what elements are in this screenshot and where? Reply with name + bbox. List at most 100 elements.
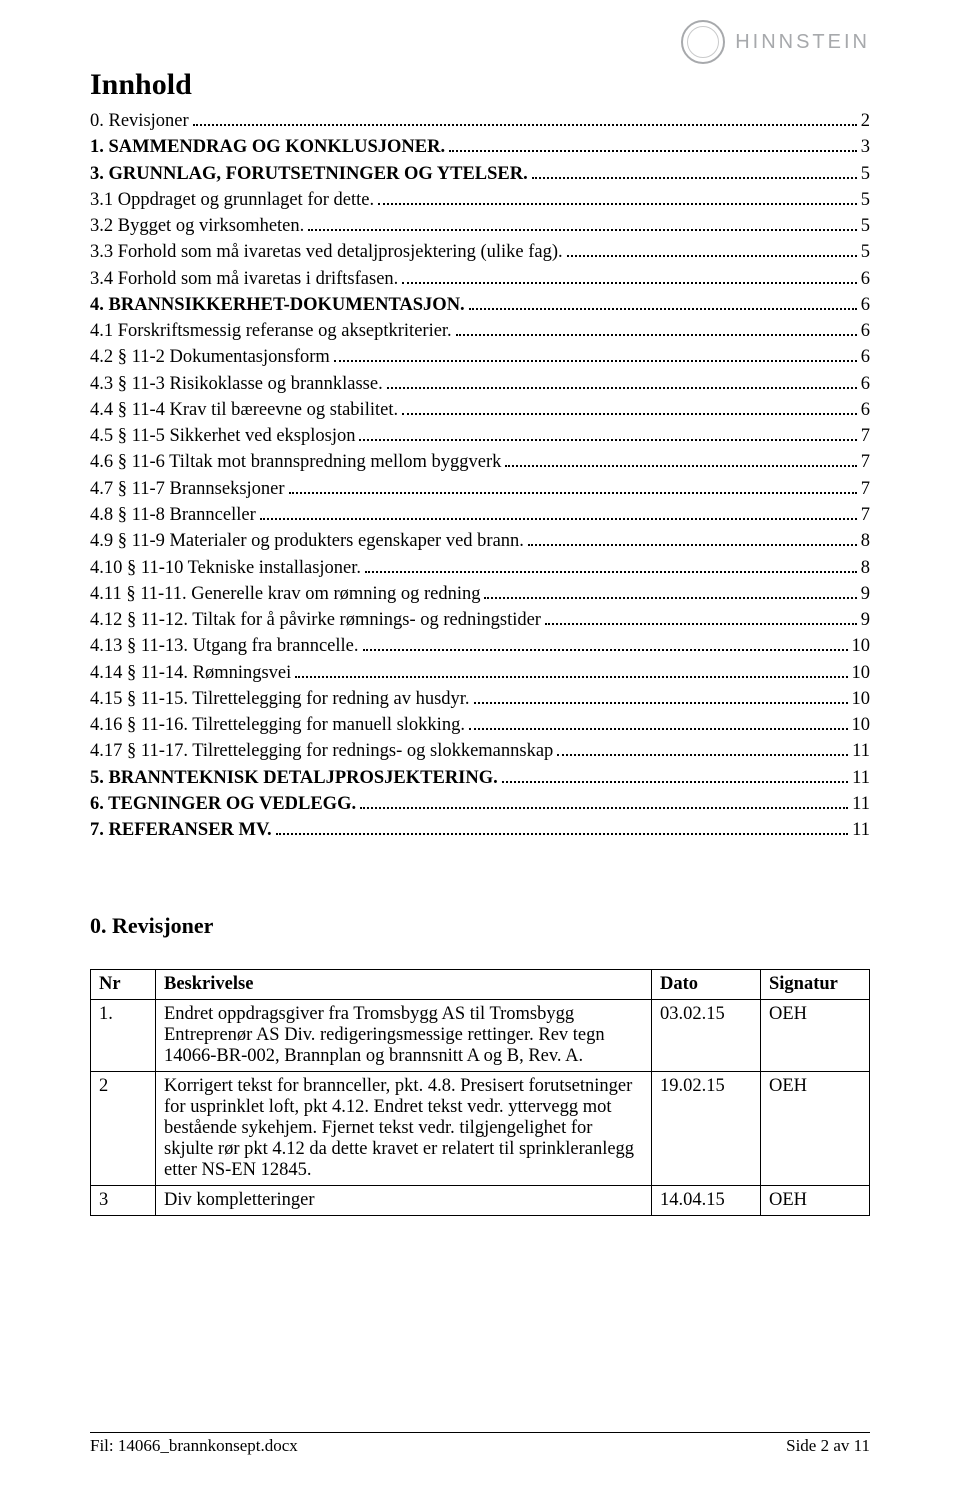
toc-label: 4.5 § 11-5 Sikkerhet ved eksplosjon <box>90 423 355 449</box>
col-sig: Signatur <box>761 970 870 1000</box>
toc-page: 10 <box>852 712 871 738</box>
toc-page: 3 <box>861 134 870 160</box>
toc-label: 4.8 § 11-8 Brannceller <box>90 502 256 528</box>
toc-entry: 4.3 § 11-3 Risikoklasse og brannklasse.6 <box>90 371 870 397</box>
toc-leader-dots <box>402 270 856 284</box>
brand-header: HINNSTEIN <box>681 20 870 64</box>
toc-entry: 3.2 Bygget og virksomheten. 5 <box>90 213 870 239</box>
brand-logo-icon <box>681 20 725 64</box>
toc-entry: 1. SAMMENDRAG OG KONKLUSJONER.3 <box>90 134 870 160</box>
toc-entry: 4.5 § 11-5 Sikkerhet ved eksplosjon 7 <box>90 423 870 449</box>
toc-entry: 4.6 § 11-6 Tiltak mot brannspredning mel… <box>90 449 870 475</box>
cell-nr: 3 <box>91 1186 156 1216</box>
toc-page: 6 <box>861 292 870 318</box>
toc-entry: 6. TEGNINGER OG VEDLEGG. 11 <box>90 791 870 817</box>
toc-entry: 3.3 Forhold som må ivaretas ved detaljpr… <box>90 239 870 265</box>
toc-entry: 4.4 § 11-4 Krav til bæreevne og stabilit… <box>90 397 870 423</box>
cell-sig: OEH <box>761 1000 870 1072</box>
toc-label: 6. TEGNINGER OG VEDLEGG. <box>90 791 356 817</box>
footer-page: Side 2 av 11 <box>786 1436 870 1456</box>
toc-entry: 4.10 § 11-10 Tekniske installasjoner.8 <box>90 555 870 581</box>
toc-entry: 3.1 Oppdraget og grunnlaget for dette.5 <box>90 187 870 213</box>
toc-leader-dots <box>528 532 857 546</box>
toc-page: 11 <box>852 738 870 764</box>
toc-leader-dots <box>449 138 857 152</box>
toc-leader-dots <box>387 375 857 389</box>
toc-page: 10 <box>852 633 871 659</box>
toc-label: 4.10 § 11-10 Tekniske installasjoner. <box>90 555 361 581</box>
toc-page: 11 <box>852 817 870 843</box>
cell-date: 14.04.15 <box>652 1186 761 1216</box>
revisions-table: Nr Beskrivelse Dato Signatur 1.Endret op… <box>90 969 870 1216</box>
toc-page: 6 <box>861 344 870 370</box>
toc-leader-dots <box>484 585 856 599</box>
toc-entry: 4.15 § 11-15. Tilrettelegging for rednin… <box>90 686 870 712</box>
toc-page: 5 <box>861 187 870 213</box>
footer-file: Fil: 14066_brannkonsept.docx <box>90 1436 298 1456</box>
cell-desc: Div kompletteringer <box>156 1186 652 1216</box>
toc-label: 5. BRANNTEKNISK DETALJPROSJEKTERING. <box>90 765 498 791</box>
toc-label: 3.4 Forhold som må ivaretas i driftsfase… <box>90 266 398 292</box>
toc-label: 3.2 Bygget og virksomheten. <box>90 213 304 239</box>
toc-entry: 5. BRANNTEKNISK DETALJPROSJEKTERING.11 <box>90 765 870 791</box>
toc-page: 5 <box>861 161 870 187</box>
toc-label: 4.4 § 11-4 Krav til bæreevne og stabilit… <box>90 397 398 423</box>
toc-leader-dots <box>334 348 857 362</box>
toc-page: 8 <box>861 528 870 554</box>
toc-leader-dots <box>456 322 857 336</box>
toc-leader-dots <box>505 453 856 467</box>
toc-label: 3. GRUNNLAG, FORUTSETNINGER OG YTELSER. <box>90 161 528 187</box>
toc-entry: 4.2 § 11-2 Dokumentasjonsform 6 <box>90 344 870 370</box>
toc-label: 4.11 § 11-11. Generelle krav om rømning … <box>90 581 480 607</box>
toc-label: 4.7 § 11-7 Brannseksjoner <box>90 476 285 502</box>
toc-leader-dots <box>363 637 848 651</box>
toc-page: 6 <box>861 371 870 397</box>
toc-leader-dots <box>469 716 848 730</box>
toc-label: 4.9 § 11-9 Materialer og produkters egen… <box>90 528 524 554</box>
toc-entry: 0. Revisjoner2 <box>90 108 870 134</box>
cell-date: 03.02.15 <box>652 1000 761 1072</box>
cell-desc: Endret oppdragsgiver fra Tromsbygg AS ti… <box>156 1000 652 1072</box>
toc-page: 7 <box>861 476 870 502</box>
toc-label: 4.13 § 11-13. Utgang fra branncelle. <box>90 633 359 659</box>
toc-page: 9 <box>861 581 870 607</box>
toc-leader-dots <box>193 112 857 126</box>
toc-leader-dots <box>567 243 857 257</box>
toc-entry: 4.7 § 11-7 Brannseksjoner 7 <box>90 476 870 502</box>
toc-leader-dots <box>474 690 848 704</box>
toc-leader-dots <box>378 191 857 205</box>
toc-label: 4.2 § 11-2 Dokumentasjonsform <box>90 344 330 370</box>
toc-entry: 4.14 § 11-14. Rømningsvei10 <box>90 660 870 686</box>
cell-sig: OEH <box>761 1186 870 1216</box>
toc-label: 7. REFERANSER MV. <box>90 817 272 843</box>
toc-label: 4.16 § 11-16. Tilrettelegging for manuel… <box>90 712 465 738</box>
toc-entry: 4.1 Forskriftsmessig referanse og aksept… <box>90 318 870 344</box>
toc-label: 3.3 Forhold som må ivaretas ved detaljpr… <box>90 239 563 265</box>
toc-label: 4. BRANNSIKKERHET-DOKUMENTASJON. <box>90 292 465 318</box>
toc-entry: 3. GRUNNLAG, FORUTSETNINGER OG YTELSER. 5 <box>90 161 870 187</box>
toc-page: 10 <box>852 660 871 686</box>
cell-desc: Korrigert tekst for brannceller, pkt. 4.… <box>156 1072 652 1186</box>
toc-page: 5 <box>861 213 870 239</box>
toc-page: 2 <box>861 108 870 134</box>
toc-page: 6 <box>861 397 870 423</box>
page-footer: Fil: 14066_brannkonsept.docx Side 2 av 1… <box>90 1432 870 1456</box>
toc-entry: 4.16 § 11-16. Tilrettelegging for manuel… <box>90 712 870 738</box>
table-row: 2Korrigert tekst for brannceller, pkt. 4… <box>91 1072 870 1186</box>
toc-leader-dots <box>557 742 848 756</box>
cell-sig: OEH <box>761 1072 870 1186</box>
toc-label: 4.17 § 11-17. Tilrettelegging for rednin… <box>90 738 553 764</box>
toc-label: 4.1 Forskriftsmessig referanse og aksept… <box>90 318 452 344</box>
cell-date: 19.02.15 <box>652 1072 761 1186</box>
toc-page: 7 <box>861 423 870 449</box>
toc-leader-dots <box>308 217 856 231</box>
toc-leader-dots <box>260 506 857 520</box>
toc-page: 11 <box>852 791 870 817</box>
toc-page: 5 <box>861 239 870 265</box>
cell-nr: 1. <box>91 1000 156 1072</box>
toc-entry: 7. REFERANSER MV. 11 <box>90 817 870 843</box>
toc-label: 4.6 § 11-6 Tiltak mot brannspredning mel… <box>90 449 501 475</box>
toc-entry: 4. BRANNSIKKERHET-DOKUMENTASJON. 6 <box>90 292 870 318</box>
toc-leader-dots <box>469 296 857 310</box>
toc-leader-dots <box>276 821 849 835</box>
